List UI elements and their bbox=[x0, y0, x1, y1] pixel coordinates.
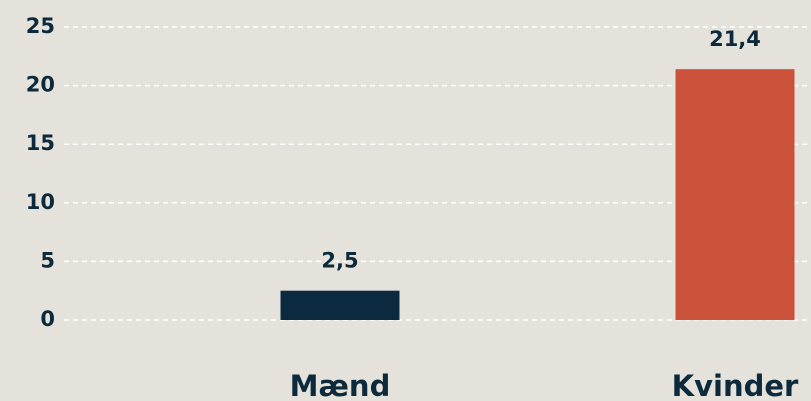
y-tick-label: 5 bbox=[40, 248, 55, 272]
y-tick-label: 25 bbox=[26, 14, 55, 38]
y-tick-label: 20 bbox=[26, 73, 55, 97]
y-tick-label: 15 bbox=[26, 131, 55, 155]
x-tick-label: Mænd bbox=[290, 369, 391, 401]
value-label: 2,5 bbox=[321, 249, 358, 273]
x-tick-label: Kvinder bbox=[672, 369, 799, 401]
bar bbox=[280, 290, 400, 320]
bar bbox=[675, 69, 795, 320]
y-tick-label: 10 bbox=[26, 190, 55, 214]
value-label: 21,4 bbox=[709, 27, 761, 51]
y-tick-label: 0 bbox=[40, 307, 55, 331]
